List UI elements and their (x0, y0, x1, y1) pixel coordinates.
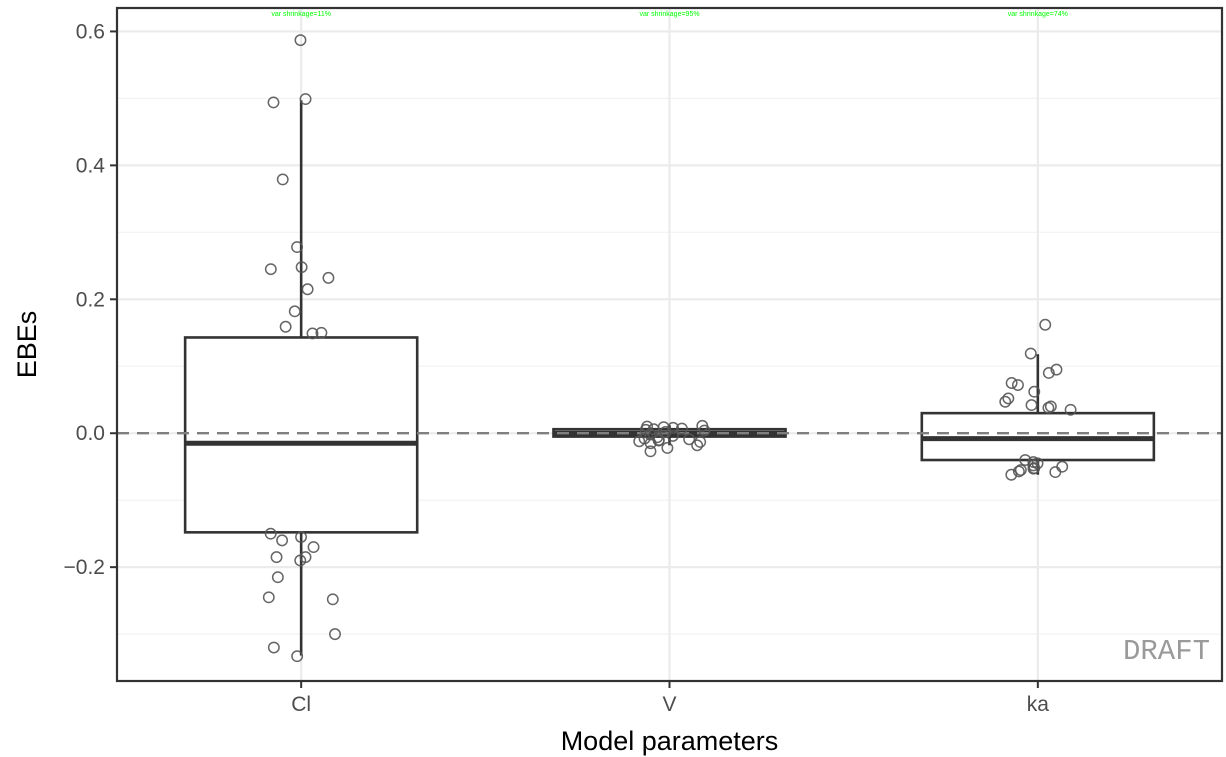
ebe-point-V (694, 435, 707, 448)
ebe-point-Cl (276, 534, 289, 547)
ebe-point-Cl (295, 531, 308, 543)
ebe-point-V (644, 445, 657, 458)
ebe-point-V (661, 442, 674, 454)
ebe-point-Cl (288, 305, 301, 318)
ebe-point-Cl (264, 263, 277, 276)
shrinkage-label-ka: var shrinkage=74% (1008, 11, 1068, 18)
box-Cl (183, 336, 419, 534)
ebe-point-Cl (294, 554, 307, 567)
ebe-point-Cl (276, 173, 289, 186)
ebe-point-ka (1012, 465, 1025, 478)
ebe-point-Cl (291, 241, 304, 254)
x-axis-title: Model parameters (561, 726, 779, 756)
ebe-point-ka (1064, 403, 1077, 416)
y-axis-title: EBEs (12, 311, 42, 379)
ebe-point-Cl (322, 271, 335, 284)
ebe-point-ka (999, 395, 1012, 408)
ebe-point-Cl (294, 34, 307, 47)
ebe-point-ka (1005, 468, 1018, 481)
ebe-point-Cl (270, 551, 283, 564)
ebe-point-Cl (301, 283, 314, 296)
ebe-point-Cl (264, 527, 277, 540)
ebe-point-Cl (295, 261, 308, 274)
ebe-point-ka (1019, 454, 1032, 466)
y-tick-label: 0.0 (76, 422, 105, 445)
y-axis: −0.2 0.0 0.2 0.4 0.6 (64, 20, 117, 579)
ebe-point-Cl (306, 327, 319, 340)
draft-watermark: DRAFT (1123, 635, 1210, 668)
x-tick-label-V: V (662, 693, 676, 716)
ebe-point-Cl (299, 93, 312, 106)
x-tick-label-ka: ka (1027, 693, 1050, 716)
ebe-point-ka (1024, 347, 1037, 360)
ebe-point-Cl (315, 326, 328, 339)
ebe-point-ka (1002, 392, 1015, 405)
ebe-point-Cl (271, 571, 284, 584)
ebe-point-Cl (329, 628, 341, 641)
ebe-point-V (691, 439, 704, 452)
ebe-point-V (675, 422, 688, 435)
ebe-point-V (633, 435, 646, 448)
ebe-point-ka (1027, 462, 1040, 475)
ebe-point-V (652, 434, 665, 447)
ebe-point-Cl (279, 320, 292, 333)
ebe-point-ka (1028, 385, 1041, 398)
y-tick-label: 0.6 (76, 20, 105, 43)
ebe-point-ka (1025, 399, 1038, 412)
ebe-point-ka (1005, 377, 1018, 389)
ebe-point-Cl (267, 641, 280, 654)
ebe-point-V (666, 429, 679, 442)
ebe-point-Cl (291, 650, 304, 663)
y-tick-label: 0.4 (76, 154, 106, 177)
ebe-point-ka (1049, 466, 1062, 479)
shrinkage-labels: var shrinkage=11% var shrinkage=95% var sh… (271, 11, 1068, 18)
ebe-point-Cl (307, 541, 320, 554)
shrinkage-label-V: var shrinkage=95% (639, 11, 699, 18)
ebe-point-Cl (326, 593, 339, 606)
ebe-point-V (683, 433, 696, 446)
ebe-point-ka (1042, 367, 1055, 379)
boxplots (183, 100, 1156, 656)
y-tick-label: −0.2 (64, 556, 105, 579)
ebe-points (262, 34, 1077, 663)
shrinkage-label-Cl: var shrinkage=11% (271, 11, 331, 18)
ebe-point-ka (1039, 318, 1052, 331)
y-tick-label: 0.2 (76, 288, 105, 311)
ebe-point-Cl (267, 96, 280, 109)
x-tick-label-Cl: Cl (291, 693, 311, 716)
ebe-point-ka (1042, 401, 1055, 414)
ebe-point-V (698, 424, 711, 437)
ebe-point-ka (1050, 363, 1063, 376)
ebe-point-ka (1012, 379, 1024, 391)
ebe-point-V (644, 437, 657, 450)
ebe-point-Cl (262, 591, 275, 604)
ebe-point-ka (1014, 464, 1027, 477)
